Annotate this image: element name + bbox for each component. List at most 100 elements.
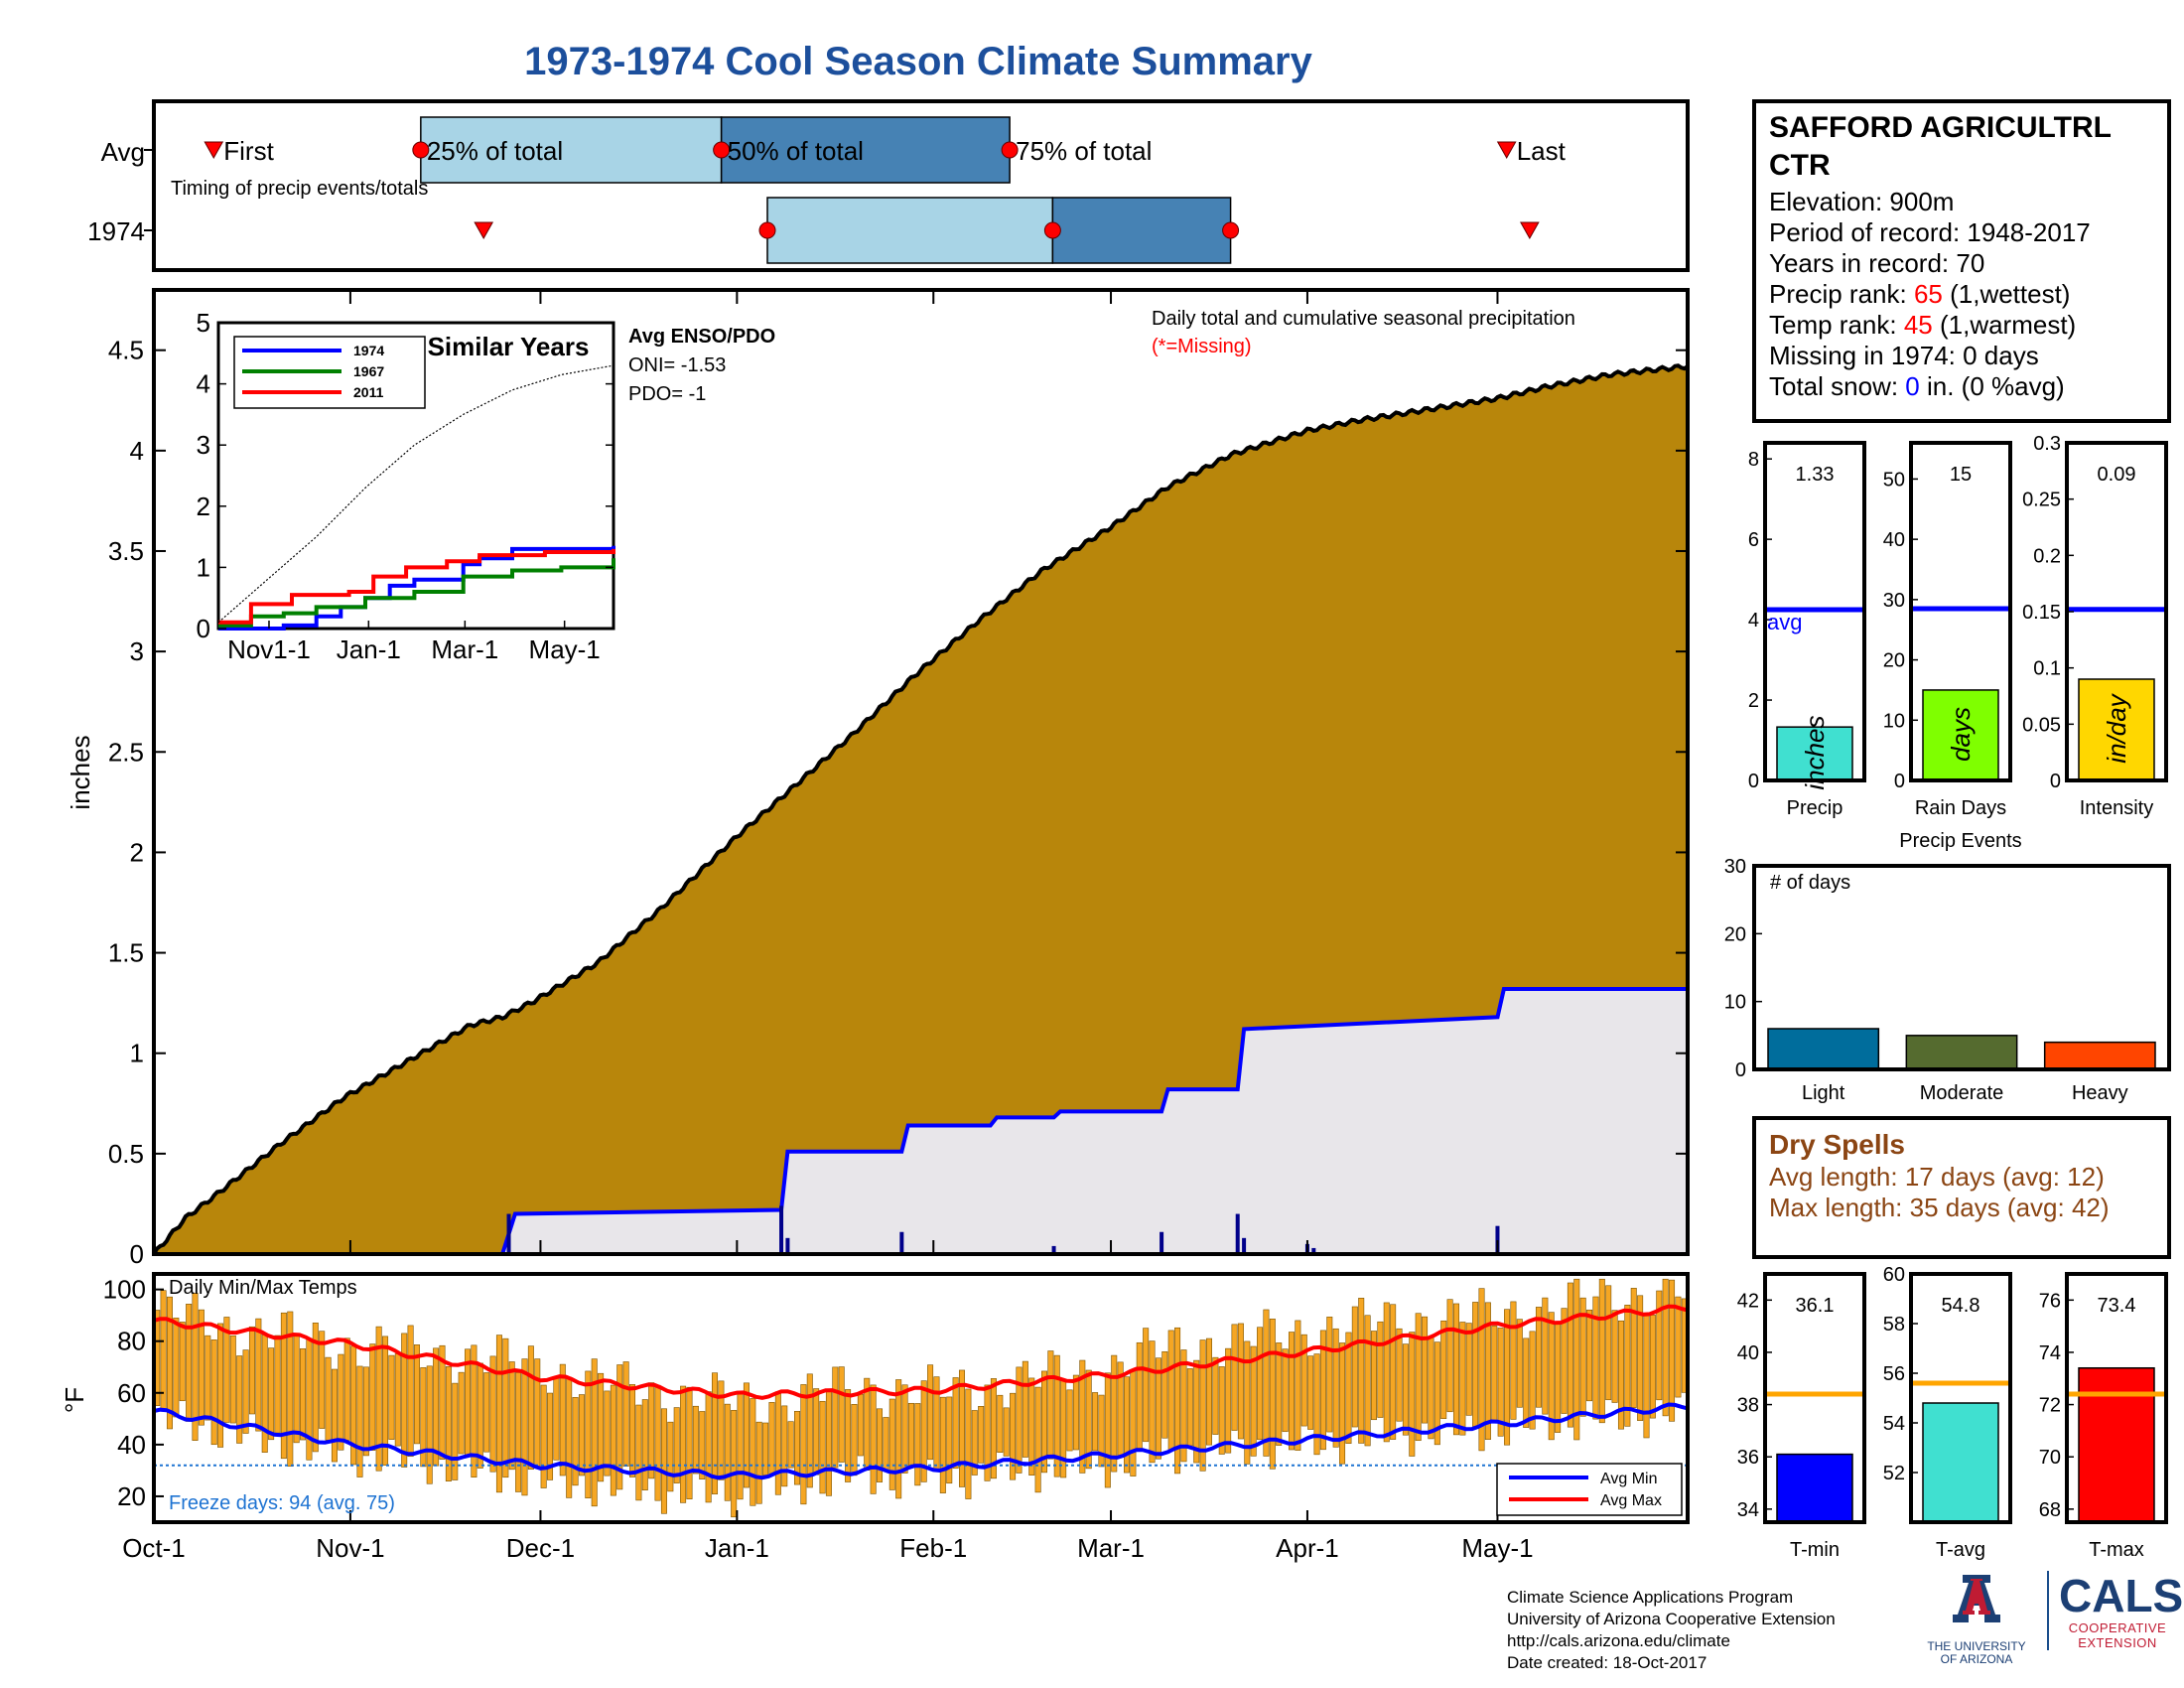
- temp-range-bar: [1053, 1354, 1060, 1477]
- temp-range-bar: [495, 1335, 502, 1493]
- dry-spells-max: Max length: 35 days (avg: 42): [1769, 1193, 2110, 1222]
- temp-range-bar: [489, 1355, 496, 1473]
- sb-t-avg-frame: [1909, 1272, 2012, 1524]
- temp-range-bar: [1669, 1279, 1676, 1422]
- temp-range-bar: [527, 1345, 534, 1471]
- temp-range-bar: [654, 1384, 661, 1501]
- temp-range-bar: [1244, 1340, 1251, 1465]
- sb-rain-days-ytick-label: 20: [1883, 650, 1905, 672]
- timing-1974-box-50-75: [1051, 197, 1232, 264]
- main-ytick-label: 0.5: [108, 1139, 144, 1169]
- temp-range-bar: [369, 1343, 376, 1451]
- sb-t-avg-xlabel: T-avg: [1936, 1539, 1985, 1561]
- temp-range-bar: [1276, 1342, 1283, 1446]
- temp-range-bar: [540, 1384, 547, 1488]
- footer-line-3: http://cals.arizona.edu/climate: [1507, 1631, 1730, 1650]
- sb-rain-days-ytick-label: 30: [1883, 590, 1905, 612]
- station-temp-rank: Temp rank: 45 (1,warmest): [1769, 310, 2076, 340]
- temp-range-bar: [990, 1378, 997, 1479]
- temp-range-bar: [578, 1394, 585, 1477]
- temp-range-bar: [1415, 1313, 1422, 1442]
- temp-range-bar: [1617, 1320, 1624, 1430]
- temp-range-bar: [1332, 1328, 1339, 1448]
- temp-range-bar: [857, 1393, 864, 1457]
- temp-range-bar: [1510, 1301, 1517, 1420]
- temp-range-bar: [186, 1304, 193, 1422]
- sb-intensity-ytick-label: 0: [2050, 771, 2061, 792]
- sb-precip-total-ytick-label: 2: [1748, 690, 1759, 712]
- sb-intensity-ytick-label: 0.05: [2022, 714, 2061, 736]
- timing-avg-box-25-50: [420, 116, 723, 184]
- temp-range-bar: [1662, 1278, 1669, 1417]
- temp-range-bar: [1180, 1349, 1187, 1463]
- temp-range-bar: [1529, 1331, 1536, 1430]
- temp-range-bar: [1396, 1328, 1403, 1422]
- temp-range-bar: [1111, 1354, 1118, 1473]
- sb-intensity-ytick-label: 0.2: [2033, 545, 2061, 567]
- temp-range-bar: [1452, 1303, 1459, 1436]
- temp-range-bar: [1358, 1298, 1365, 1444]
- temp-range-bar: [1440, 1320, 1447, 1420]
- timing-1974-marker-p25: [758, 221, 776, 239]
- temp-range-bar: [1535, 1307, 1542, 1408]
- temp-range-bar: [433, 1347, 440, 1467]
- sb-t-min-ytick-label: 40: [1737, 1342, 1759, 1364]
- temp-range-bar: [1313, 1353, 1320, 1456]
- temp-range-bar: [1542, 1297, 1549, 1415]
- temp-range-bar: [255, 1318, 262, 1432]
- temp-range-bar: [997, 1394, 1004, 1453]
- temp-range-bar: [1104, 1372, 1111, 1488]
- sb-t-avg-ytick-label: 60: [1883, 1264, 1905, 1286]
- timing-label-75: 75% of total: [1016, 136, 1152, 166]
- temp-range-bar: [229, 1335, 236, 1424]
- inset-ytick-label: 3: [197, 430, 210, 460]
- daily-precip-bar-0: [506, 1213, 511, 1254]
- temp-range-bar: [413, 1344, 420, 1445]
- temp-range-bar: [787, 1421, 794, 1469]
- precip-events-frame: [1752, 864, 2171, 1071]
- footer-line-2: University of Arizona Cooperative Extens…: [1507, 1610, 1836, 1628]
- temp-range-bar: [888, 1398, 895, 1490]
- sb-t-max-ytick-label: 68: [2039, 1499, 2061, 1521]
- temp-range-bar: [1624, 1304, 1631, 1427]
- temp-range-bar: [673, 1407, 680, 1483]
- temp-range-bar: [1066, 1389, 1073, 1452]
- sb-precip-total-value-label: 1.33: [1796, 464, 1835, 486]
- main-ytick-label: 3: [130, 636, 144, 666]
- temp-range-bar: [401, 1333, 408, 1468]
- temp-range-bar: [1504, 1309, 1511, 1446]
- cumulative-precip-chart: 0 0.5 1 1.5 2 2.5 3 3.5 4 4.5: [108, 288, 1690, 1269]
- ua-logo: THE UNIVERSITY OF ARIZONA: [1921, 1640, 2032, 1666]
- temp-range-bar: [877, 1408, 884, 1482]
- main-ytick-label: 4.5: [108, 336, 144, 365]
- temp-range-bar: [1092, 1392, 1099, 1452]
- temp-range-bar: [907, 1402, 914, 1466]
- temp-range-bar: [591, 1358, 598, 1507]
- ua-logo-line-1: THE UNIVERSITY: [1927, 1639, 2026, 1653]
- temp-range-bar: [1028, 1377, 1035, 1476]
- main-ytick-label: 3.5: [108, 536, 144, 566]
- sb-intensity-ytick-label: 0.3: [2033, 433, 2061, 455]
- temp-range-bar: [1269, 1319, 1276, 1470]
- timing-row-label-1974: 1974: [87, 216, 145, 246]
- temp-range-bar: [762, 1422, 769, 1476]
- temp-range-bar: [920, 1380, 927, 1482]
- timing-avg-box-50-75: [720, 116, 1011, 184]
- temp-range-bar: [724, 1403, 731, 1501]
- temp-range-bar: [692, 1405, 699, 1475]
- sb-precip-total-xlabel: Precip: [1787, 797, 1843, 819]
- temp-range-bar: [978, 1406, 985, 1464]
- precip-events-ytick-label: 20: [1724, 923, 1746, 945]
- temps-ytick-label: 80: [117, 1327, 146, 1356]
- temp-range-bar: [731, 1410, 738, 1518]
- sb-intensity-ytick-label: 0.25: [2022, 490, 2061, 511]
- avg-min-line: [153, 1402, 1689, 1480]
- temp-range-bar: [1377, 1321, 1384, 1418]
- temp-range-bar: [173, 1318, 180, 1418]
- temp-range-bar: [1016, 1366, 1023, 1474]
- temp-range-bar: [362, 1366, 369, 1457]
- temp-range-bar: [382, 1336, 389, 1466]
- temp-range-bar: [248, 1326, 255, 1415]
- temp-range-bar: [1364, 1315, 1371, 1447]
- temp-range-bar: [1611, 1310, 1618, 1403]
